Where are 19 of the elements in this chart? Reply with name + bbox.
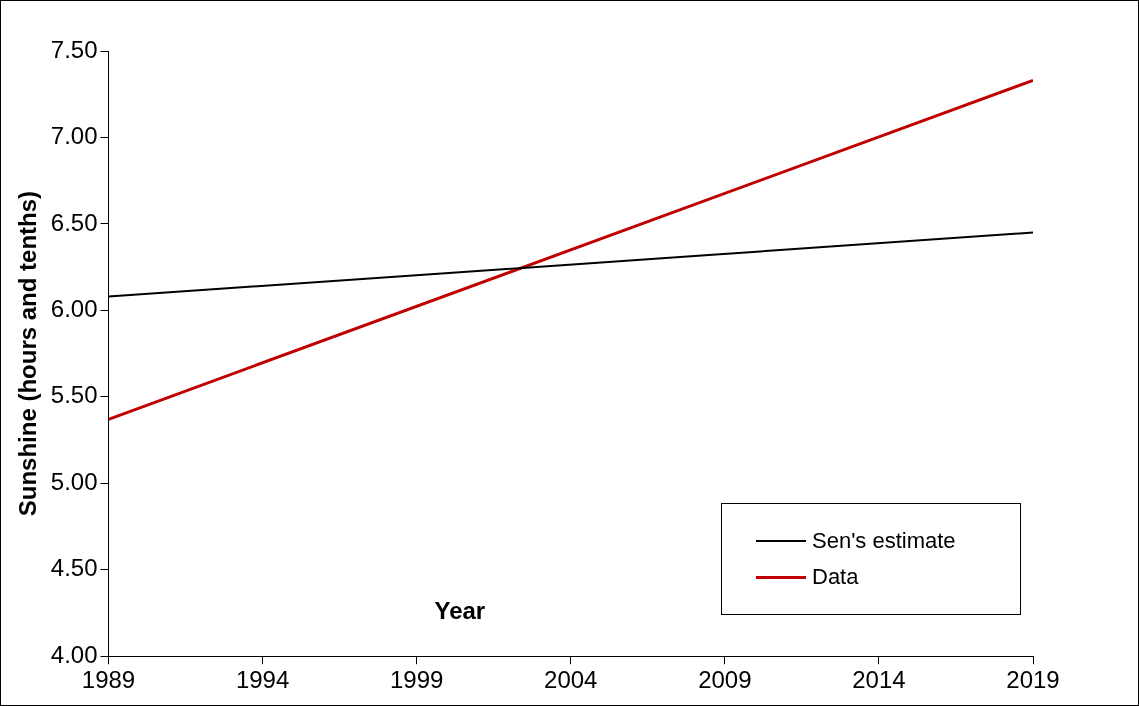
y-tick-label: 6.00 bbox=[50, 295, 98, 322]
y-tick-label: 6.50 bbox=[50, 208, 98, 236]
legend-label: Sen's estimate bbox=[812, 528, 956, 554]
x-axis-title: Year bbox=[434, 596, 486, 624]
y-tick-label: 5.00 bbox=[50, 467, 98, 495]
x-tick-label: 2004 bbox=[544, 666, 598, 694]
legend-label: Data bbox=[812, 564, 859, 590]
y-tick-label: 4.00 bbox=[50, 640, 98, 668]
x-tick-label: 2019 bbox=[1006, 666, 1060, 694]
x-tick-label: 1994 bbox=[235, 666, 290, 694]
y-axis-title: Sunshine (hours and tenths) bbox=[14, 190, 42, 517]
y-tick-label: 4.50 bbox=[50, 554, 98, 582]
y-tick-label: 5.50 bbox=[50, 381, 98, 409]
x-tick-label: 1999 bbox=[389, 666, 444, 694]
y-tick-label: 7.00 bbox=[50, 122, 98, 150]
x-tick-label: 2014 bbox=[852, 666, 906, 694]
x-tick-label: 2009 bbox=[698, 666, 752, 694]
x-tick-label: 1989 bbox=[81, 666, 136, 694]
y-tick-label: 7.50 bbox=[50, 35, 98, 63]
